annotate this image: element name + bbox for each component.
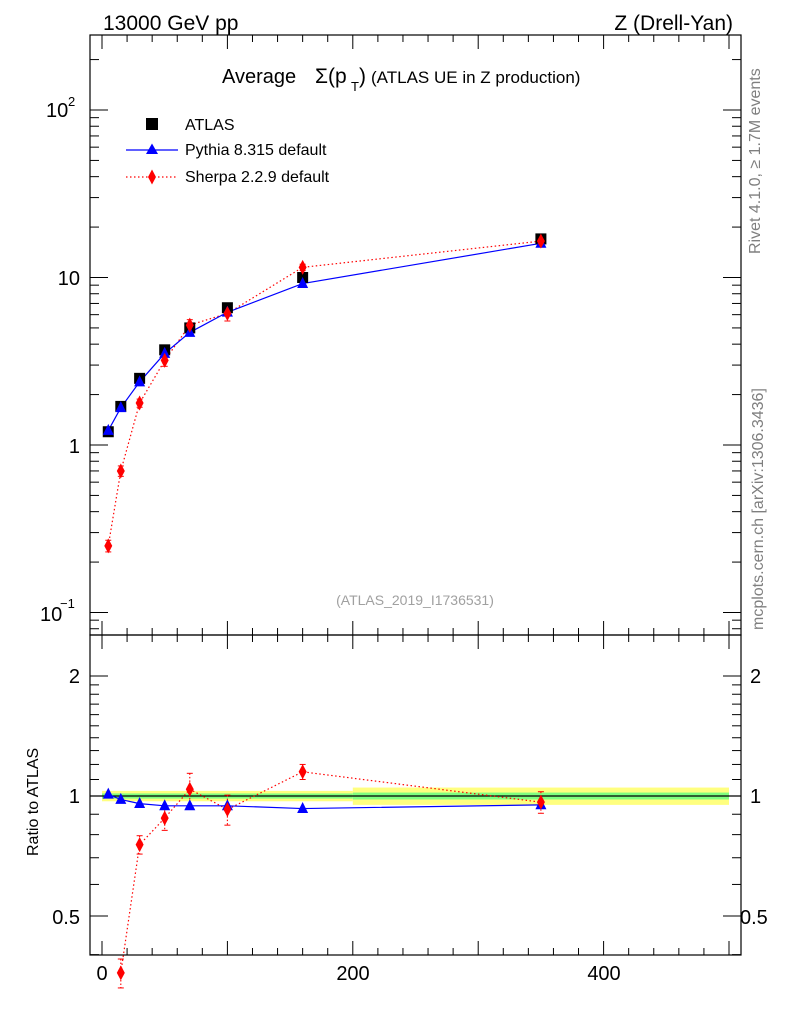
analysis-watermark: (ATLAS_2019_I1736531)	[336, 592, 494, 608]
mcplots-label: mcplots.cern.ch [arXiv:1306.3436]	[750, 388, 767, 630]
ratio-tick-label-0.5-right: 0.5	[740, 907, 768, 929]
y-tick-label-10: 10	[58, 268, 80, 290]
ratio-pythia-point	[184, 799, 196, 811]
ratio-sherpa-point	[116, 965, 125, 981]
pythia-point	[159, 346, 171, 358]
ratio-pythia-point	[102, 787, 114, 799]
ratio-tick-label-1-left: 1	[69, 786, 80, 808]
plot-title-prefix: Average	[222, 66, 296, 88]
ratio-sherpa-point	[223, 801, 232, 817]
sherpa-point	[185, 317, 194, 333]
legend-marker-atlas	[146, 118, 158, 130]
sherpa-point	[223, 305, 232, 321]
legend: ATLAS Pythia 8.315 default Sherpa 2.2.9 …	[126, 117, 330, 186]
y-tick-label-base-0.1: 10	[40, 604, 62, 626]
y-tick-label-exp-100: 2	[68, 94, 75, 109]
legend-label-sherpa: Sherpa 2.2.9 default	[185, 169, 330, 186]
x-tick-labels: 0 200 400	[96, 963, 620, 985]
pythia-point	[134, 375, 146, 387]
legend-label-atlas: ATLAS	[185, 117, 235, 134]
sherpa-point	[298, 259, 307, 275]
y-tick-label-base-100: 10	[46, 100, 68, 122]
ratio-sherpa-point	[298, 764, 307, 780]
chart-marks	[102, 233, 547, 989]
x-tick-label-200: 200	[336, 963, 369, 985]
x-tick-label-400: 400	[587, 963, 620, 985]
pythia-point	[102, 423, 114, 435]
ratio-tick-label-2-left: 2	[69, 666, 80, 688]
plot-title-suffix: (ATLAS UE in Z production)	[371, 68, 580, 87]
ratio-tick-label-1-right: 1	[750, 786, 761, 808]
legend-label-pythia: Pythia 8.315 default	[185, 142, 327, 159]
pythia-point	[115, 401, 127, 413]
ratio-sherpa-point	[185, 781, 194, 797]
ratio-y-axis-label: Ratio to ATLAS	[25, 748, 42, 856]
pythia-point	[297, 276, 309, 288]
ratio-y-tick-labels: 2 1 0.5 2 1 0.5	[52, 666, 768, 929]
legend-marker-pythia	[146, 143, 158, 154]
x-tick-label-0: 0	[96, 963, 107, 985]
sherpa-point	[116, 463, 125, 479]
plot-title-close: )	[359, 65, 366, 88]
pythia-line	[107, 242, 541, 431]
header-energy: 13000 GeV pp	[103, 12, 238, 35]
sherpa-point	[536, 233, 545, 249]
y-tick-label-1: 1	[69, 436, 80, 458]
sherpa-point	[160, 352, 169, 368]
header-process: Z (Drell-Yan)	[614, 12, 733, 35]
ratio-pythia-point	[297, 801, 309, 813]
legend-marker-sherpa	[148, 169, 156, 185]
plot-title-symbol: Σ(p	[315, 65, 347, 88]
ratio-pythia-point	[134, 797, 146, 809]
sherpa-line	[107, 240, 541, 546]
ratio-tick-label-2-right: 2	[750, 666, 761, 688]
y-tick-label-exp-0.1: −1	[60, 596, 75, 611]
ratio-sherpa-point	[160, 810, 169, 826]
plot-title-subscript: T	[351, 79, 359, 94]
axis-ticks	[90, 35, 741, 956]
ratio-tick-label-0.5-left: 0.5	[52, 907, 80, 929]
ratio-pythia-point	[115, 792, 127, 804]
ratio-pythia-point	[159, 799, 171, 811]
ratio-sherpa-point	[135, 837, 144, 853]
sherpa-point	[104, 538, 113, 554]
rivet-version-label: Rivet 4.1.0, ≥ 1.7M events	[747, 68, 764, 254]
ratio-sherpa-point	[536, 794, 545, 810]
sherpa-point	[135, 395, 144, 411]
ratio-panel-frame	[89, 634, 742, 956]
main-y-tick-labels: 10 −1 1 10 10 2	[40, 94, 80, 626]
